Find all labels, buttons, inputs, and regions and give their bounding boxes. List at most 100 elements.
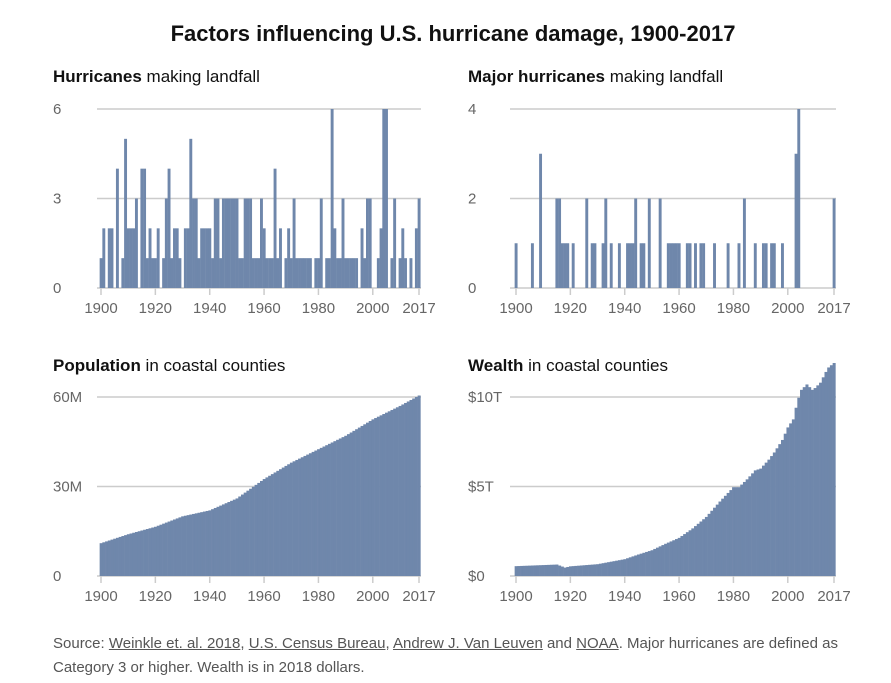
- area-step-1981: [319, 447, 323, 576]
- bar-1996: [360, 228, 364, 288]
- bar-1916: [143, 168, 147, 288]
- area-step-1934: [607, 562, 611, 576]
- bar-1920: [154, 258, 157, 288]
- bar-1976: [306, 258, 310, 288]
- x-tick-label: 1960: [247, 300, 280, 317]
- area-step-1912: [132, 532, 136, 576]
- bar-1919: [566, 243, 570, 288]
- area-step-1957: [669, 541, 673, 576]
- x-tick-label: 1900: [499, 300, 532, 317]
- bar-1953: [243, 198, 247, 288]
- area-step-1944: [634, 555, 638, 576]
- bar-1966: [279, 228, 282, 288]
- area-step-1996: [775, 448, 779, 576]
- bar-1957: [669, 243, 673, 288]
- area-step-2016: [414, 397, 418, 576]
- source-link-weinkle[interactable]: Weinkle et. al. 2018: [108, 635, 241, 652]
- bar-1969: [702, 243, 706, 288]
- bar-2011: [401, 228, 405, 288]
- area-step-1916: [143, 529, 147, 576]
- area-step-1972: [710, 510, 714, 576]
- area-step-2004: [797, 397, 801, 576]
- x-tick-label: 1920: [139, 300, 172, 317]
- area-step-1945: [221, 504, 225, 576]
- bar-1937: [200, 228, 204, 288]
- area-step-2013: [821, 377, 825, 576]
- area-step-1935: [609, 561, 613, 576]
- bar-2010: [398, 258, 402, 288]
- area-step-1928: [175, 518, 179, 576]
- area-step-1907: [533, 565, 537, 576]
- area-step-1970: [704, 516, 708, 576]
- area-step-1961: [680, 535, 684, 576]
- x-tick-label: 2017: [402, 588, 435, 605]
- bar-1988: [753, 243, 757, 288]
- bar-1964: [273, 168, 277, 288]
- bar-1935: [194, 198, 198, 288]
- area-step-1970: [289, 462, 293, 576]
- bar-1982: [737, 243, 741, 288]
- bar-1995: [772, 243, 776, 288]
- area-step-1902: [105, 541, 109, 576]
- area-step-1918: [148, 528, 152, 576]
- bar-2008: [393, 198, 397, 288]
- bar-1916: [558, 198, 562, 288]
- area-step-1964: [688, 530, 692, 576]
- area-step-1997: [778, 444, 782, 576]
- area-step-1932: [601, 563, 605, 576]
- area-step-1919: [151, 527, 155, 576]
- area-step-2002: [376, 416, 380, 576]
- bar-1988: [338, 258, 342, 288]
- area-step-1967: [281, 467, 285, 576]
- area-step-2007: [390, 409, 394, 576]
- area-step-1978: [726, 492, 730, 576]
- bar-2004: [382, 109, 386, 288]
- bar-1992: [349, 258, 353, 288]
- area-step-1969: [287, 464, 291, 576]
- chart-panel-3: Wealth in coastal counties $0 $5T $10T 1900 1…: [468, 356, 851, 605]
- bar-1978: [726, 243, 730, 288]
- bar-1960: [262, 228, 266, 288]
- area-step-1986: [748, 476, 752, 576]
- panel-title-bold: Major hurricanes: [468, 67, 605, 86]
- x-tick-label: 2017: [817, 588, 850, 605]
- area-step-1919: [566, 566, 570, 576]
- bar-1932: [601, 243, 605, 288]
- panel-title-rest: in coastal counties: [523, 356, 668, 375]
- y-tick-label: 4: [468, 101, 476, 118]
- area-step-1938: [617, 560, 621, 576]
- bar-2002: [376, 258, 380, 288]
- bar-1960: [677, 243, 681, 288]
- x-tick-label: 1980: [302, 300, 335, 317]
- x-tick-label: 1920: [554, 300, 587, 317]
- area-step-1961: [265, 477, 269, 576]
- area-step-1929: [593, 564, 597, 576]
- area-step-1984: [742, 481, 746, 576]
- source-link-van-leuven[interactable]: Andrew J. Van Leuven: [392, 635, 543, 652]
- area-step-1971: [707, 513, 711, 576]
- bar-1998: [366, 198, 369, 288]
- area-step-1964: [273, 472, 277, 576]
- bar-1931: [183, 228, 187, 288]
- bar-1959: [260, 198, 263, 288]
- area-step-1925: [582, 565, 586, 576]
- source-link-census[interactable]: U.S. Census Bureau: [248, 635, 386, 652]
- panel-title-bold: Hurricanes: [53, 67, 142, 86]
- area-step-1974: [715, 504, 719, 576]
- bar-2003: [379, 228, 383, 288]
- bar-1923: [162, 258, 166, 288]
- y-tick-label: 3: [53, 191, 61, 208]
- area-step-1947: [227, 502, 231, 576]
- area-step-1979: [314, 450, 318, 576]
- area-step-1988: [753, 470, 757, 576]
- area-step-1972: [295, 459, 299, 576]
- x-tick-label: 2000: [771, 300, 804, 317]
- panel-title: Population in coastal counties: [53, 356, 285, 375]
- source-link-noaa[interactable]: NOAA: [576, 635, 619, 652]
- bar-1994: [355, 258, 359, 288]
- x-tick-label: 2000: [771, 588, 804, 605]
- area-step-1926: [585, 565, 589, 576]
- bar-1909: [539, 153, 543, 288]
- area-step-1924: [579, 565, 583, 576]
- area-step-2017: [417, 395, 421, 576]
